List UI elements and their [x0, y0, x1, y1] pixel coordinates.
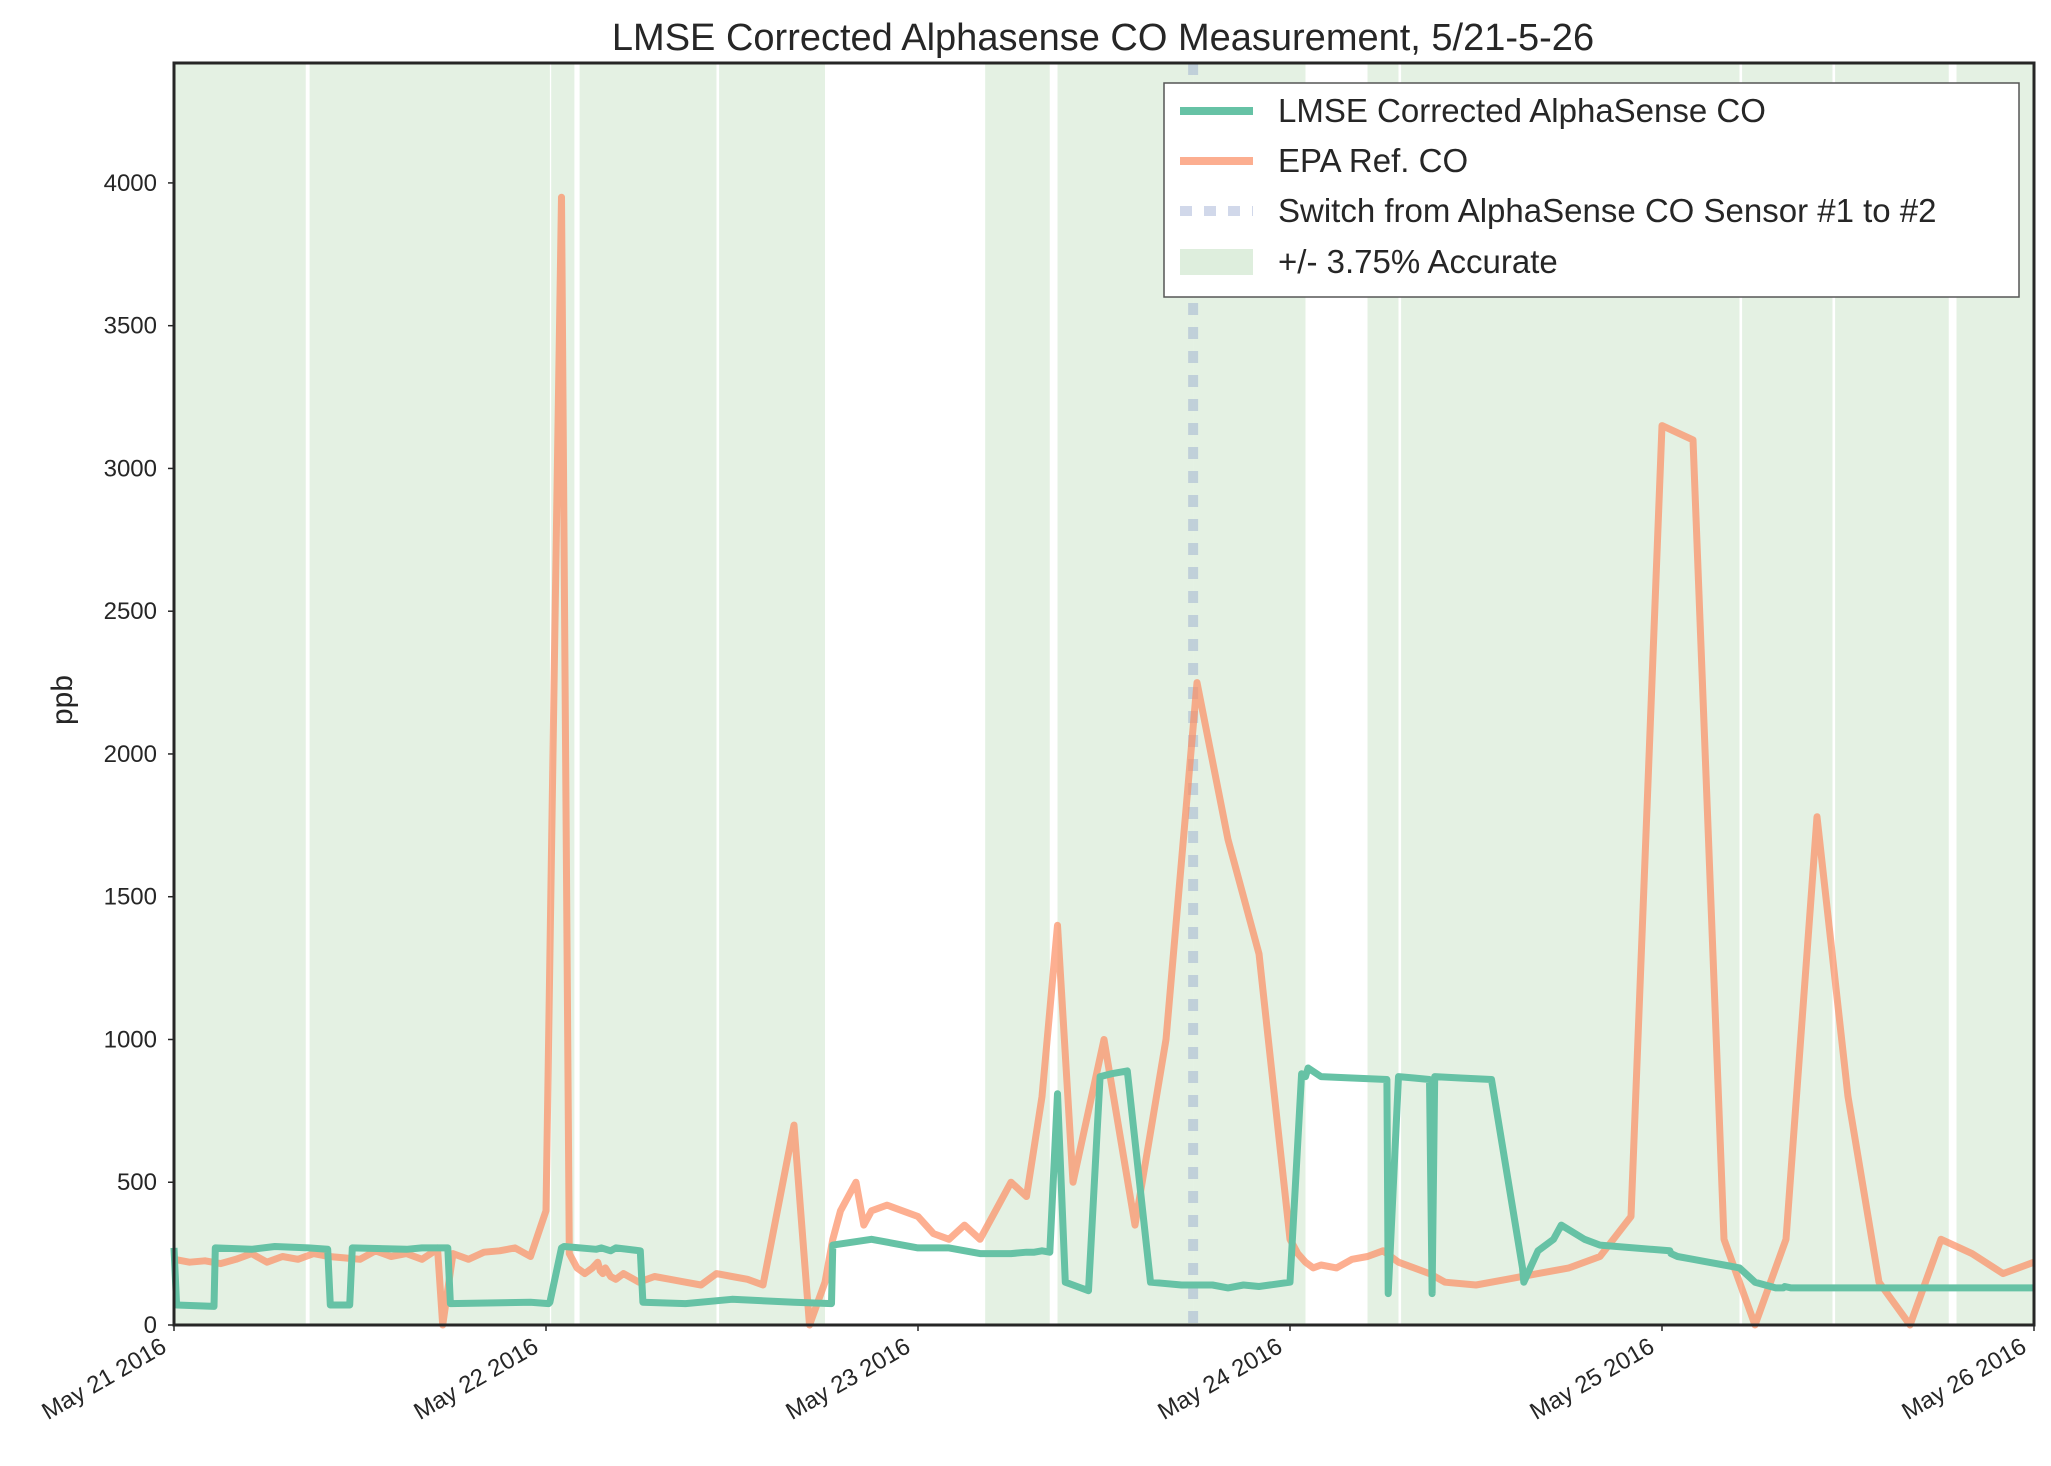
legend-label-epa: EPA Ref. CO: [1278, 142, 1468, 179]
legend-label-lmse: LMSE Corrected AlphaSense CO: [1278, 92, 1766, 129]
legend-swatch-band: [1180, 249, 1253, 275]
y-tick-label: 500: [117, 1169, 157, 1196]
accuracy-band: [985, 63, 1050, 1325]
y-tick-label: 0: [144, 1312, 157, 1339]
y-tick-label: 3000: [104, 455, 157, 482]
chart-title: LMSE Corrected Alphasense CO Measurement…: [612, 17, 1594, 59]
y-tick-label: 3500: [104, 313, 157, 340]
x-tick-label: May 24 2016: [1153, 1333, 1287, 1426]
accuracy-band: [174, 63, 221, 1325]
legend-label-band: +/- 3.75% Accurate: [1278, 243, 1558, 280]
accuracy-band: [579, 63, 717, 1325]
y-axis: 0 500 1000 1500 2000 2500 3000 3500 4000: [104, 170, 174, 1339]
y-tick-label: 4000: [104, 170, 157, 197]
x-tick-label: May 22 2016: [409, 1333, 543, 1426]
x-tick-label: May 25 2016: [1525, 1333, 1659, 1426]
accuracy-band: [220, 63, 306, 1325]
plot-frame: [172, 61, 2036, 1327]
accuracy-band: [309, 63, 550, 1325]
y-tick-label: 1500: [104, 884, 157, 911]
x-tick-label: May 26 2016: [1897, 1333, 2031, 1426]
y-tick-label: 2000: [104, 741, 157, 768]
accuracy-band: [719, 63, 825, 1325]
y-tick-label: 1000: [104, 1026, 157, 1053]
y-tick-label: 2500: [104, 598, 157, 625]
x-axis: May 21 2016 May 22 2016 May 23 2016 May 24 …: [37, 1325, 2035, 1426]
legend-box: [1163, 82, 2020, 298]
x-tick-label: May 21 2016: [37, 1333, 171, 1426]
y-axis-label: ppb: [46, 675, 79, 725]
legend-label-switch: Switch from AlphaSense CO Sensor #1 to #…: [1278, 192, 1937, 229]
x-tick-label: May 23 2016: [781, 1333, 915, 1426]
lmse-line: [170, 1064, 2034, 1310]
legend: LMSE Corrected AlphaSense CO EPA Ref. CO…: [1163, 82, 2020, 298]
